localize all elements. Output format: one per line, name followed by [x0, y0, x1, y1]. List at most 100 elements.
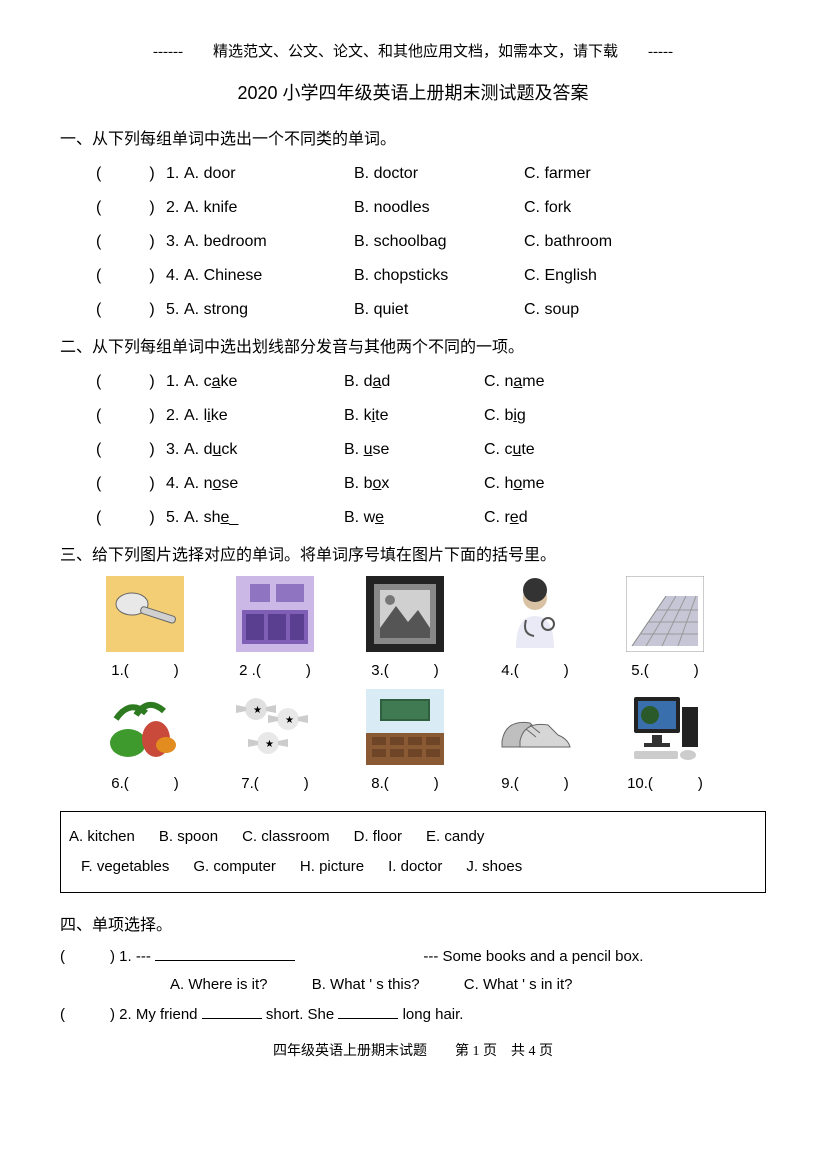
spoon-icon: [105, 575, 185, 653]
option-a: A. strong: [184, 301, 354, 319]
option-c: C. home: [484, 475, 624, 493]
image-answer-paren[interactable]: 1.( ): [111, 659, 179, 680]
q4-2: ( ) 2. My friend short. She long hair.: [60, 1003, 766, 1024]
page-footer: 四年级英语上册期末试题 第 1 页 共 4 页: [60, 1040, 766, 1060]
word-bank-item: J. shoes: [466, 852, 522, 882]
q-row: ( ) 5. A. she_ B. we C. red: [60, 503, 766, 527]
answer-paren[interactable]: ( ): [96, 367, 166, 391]
option-a: A. Where is it?: [170, 976, 268, 993]
option-b: B. schoolbag: [354, 233, 524, 251]
q-row: ( ) 4. A. nose B. box C. home: [60, 469, 766, 493]
option-a: A. cake: [184, 373, 344, 391]
option-c: C. soup: [524, 301, 674, 319]
section-2: 二、从下列每组单词中选出划线部分发音与其他两个不同的一项。 ( ) 1. A. …: [60, 333, 766, 527]
image-card: 4.( ): [480, 575, 590, 680]
image-answer-paren[interactable]: 8.( ): [371, 772, 439, 793]
q-row: ( ) 3. A. duck B. use C. cute: [60, 435, 766, 459]
classroom-icon: [365, 688, 445, 766]
answer-paren[interactable]: ( ): [96, 401, 166, 425]
option-b: B. box: [344, 475, 484, 493]
blank[interactable]: [338, 1003, 398, 1019]
answer-paren[interactable]: ( ): [96, 295, 166, 319]
section-1-head: 一、从下列每组单词中选出一个不同类的单词。: [60, 125, 766, 149]
image-card: 1.( ): [90, 575, 200, 680]
page-title: 2020 小学四年级英语上册期末测试题及答案: [60, 79, 766, 105]
option-a: A. door: [184, 165, 354, 183]
image-answer-paren[interactable]: 3.( ): [371, 659, 439, 680]
section-2-head: 二、从下列每组单词中选出划线部分发音与其他两个不同的一项。: [60, 333, 766, 357]
image-card: 5.( ): [610, 575, 720, 680]
answer-paren[interactable]: ( ): [96, 435, 166, 459]
option-c: C. big: [484, 407, 624, 425]
option-b: B. noodles: [354, 199, 524, 217]
q4-1-options: A. Where is it? B. What ' s this? C. Wha…: [60, 976, 766, 993]
word-bank-item: H. picture: [300, 852, 364, 882]
option-a: A. nose: [184, 475, 344, 493]
q-row: ( )3.A. bedroomB. schoolbagC. bathroom: [60, 227, 766, 251]
q-row: ( )2.A. knifeB. noodlesC. fork: [60, 193, 766, 217]
veg-icon: [105, 688, 185, 766]
q-row: ( )1.A. doorB. doctorC. farmer: [60, 159, 766, 183]
option-c: C. fork: [524, 199, 674, 217]
option-a: A. duck: [184, 441, 344, 459]
option-b: B. dad: [344, 373, 484, 391]
option-c: C. cute: [484, 441, 624, 459]
answer-paren[interactable]: ( ): [96, 261, 166, 285]
q-row: ( )4.A. ChineseB. chopsticksC. English: [60, 261, 766, 285]
image-answer-paren[interactable]: 9.( ): [501, 772, 569, 793]
picture-icon: [365, 575, 445, 653]
answer-paren[interactable]: ( ): [96, 469, 166, 493]
shoes-icon: [495, 688, 575, 766]
image-card: 2 .( ): [220, 575, 330, 680]
image-answer-paren[interactable]: 6.( ): [111, 772, 179, 793]
image-card: 3.( ): [350, 575, 460, 680]
image-card: 6.( ): [90, 688, 200, 793]
option-b: B. we: [344, 509, 484, 527]
page-header: ------ 精选范文、公文、论文、和其他应用文档，如需本文，请下载 -----: [60, 40, 766, 61]
doctor-icon: [495, 575, 575, 653]
answer-paren[interactable]: ( ): [96, 503, 166, 527]
option-b: B. use: [344, 441, 484, 459]
svg-text:★: ★: [253, 705, 262, 716]
word-bank-item: E. candy: [426, 822, 484, 852]
word-bank-item: D. floor: [354, 822, 402, 852]
answer-paren[interactable]: ( ): [96, 227, 166, 251]
option-c: C. What ' s in it?: [464, 976, 573, 993]
image-answer-paren[interactable]: 7.( ): [241, 772, 309, 793]
word-bank-item: B. spoon: [159, 822, 218, 852]
blank[interactable]: [155, 945, 295, 961]
image-answer-paren[interactable]: 5.( ): [631, 659, 699, 680]
section-4-head: 四、单项选择。: [60, 911, 766, 935]
floor-icon: [625, 575, 705, 653]
option-b: B. What ' s this?: [312, 976, 420, 993]
q-row: ( )5.A. strongB. quietC. soup: [60, 295, 766, 319]
image-card: 10.( ): [610, 688, 720, 793]
option-b: B. quiet: [354, 301, 524, 319]
computer-icon: [625, 688, 705, 766]
kitchen-icon: [235, 575, 315, 653]
option-a: A. she_: [184, 509, 344, 527]
image-answer-paren[interactable]: 2 .( ): [239, 659, 311, 680]
svg-text:★: ★: [265, 739, 274, 750]
image-answer-paren[interactable]: 4.( ): [501, 659, 569, 680]
image-card: 9.( ): [480, 688, 590, 793]
word-bank: A. kitchenB. spoonC. classroomD. floorE.…: [60, 811, 766, 893]
blank[interactable]: [202, 1003, 262, 1019]
section-3-head: 三、给下列图片选择对应的单词。将单词序号填在图片下面的括号里。: [60, 541, 766, 565]
option-b: B. chopsticks: [354, 267, 524, 285]
section-4: 四、单项选择。 ( ) 1. --- --- Some books and a …: [60, 911, 766, 1024]
q4-1: ( ) 1. --- --- Some books and a pencil b…: [60, 945, 766, 966]
image-answer-paren[interactable]: 10.( ): [627, 772, 703, 793]
section-1: 一、从下列每组单词中选出一个不同类的单词。 ( )1.A. doorB. doc…: [60, 125, 766, 319]
option-c: C. bathroom: [524, 233, 674, 251]
option-b: B. kite: [344, 407, 484, 425]
answer-paren[interactable]: ( ): [96, 193, 166, 217]
word-bank-item: I. doctor: [388, 852, 442, 882]
word-bank-item: G. computer: [193, 852, 276, 882]
candy-icon: ★★★: [235, 688, 315, 766]
option-a: A. Chinese: [184, 267, 354, 285]
q-row: ( ) 1. A. cake B. dad C. name: [60, 367, 766, 391]
option-a: A. knife: [184, 199, 354, 217]
option-a: A. bedroom: [184, 233, 354, 251]
answer-paren[interactable]: ( ): [96, 159, 166, 183]
